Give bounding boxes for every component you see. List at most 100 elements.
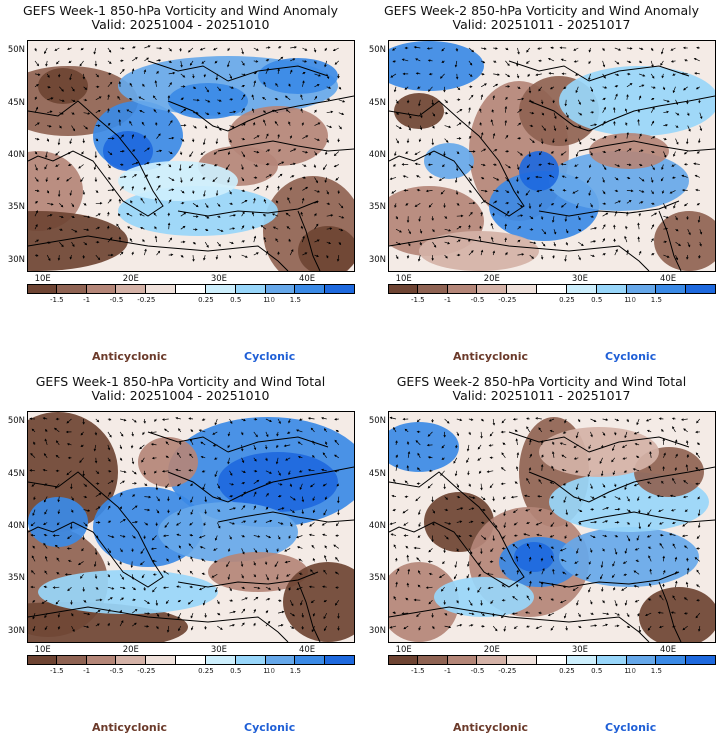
wind-arrow <box>156 509 160 514</box>
wind-arrow <box>140 226 145 230</box>
wind-arrow <box>95 124 101 128</box>
wind-arrow <box>32 612 36 620</box>
wind-arrow <box>192 98 200 102</box>
wind-arrow <box>107 81 113 88</box>
wind-arrow <box>139 110 145 114</box>
wind-arrow <box>144 45 151 49</box>
wind-arrow <box>395 228 402 233</box>
wind-arrow <box>661 164 664 170</box>
wind-arrow <box>403 189 409 192</box>
wind-arrow <box>227 574 231 580</box>
wind-arrow <box>493 177 500 181</box>
wind-arrow <box>550 151 555 154</box>
wind-arrow <box>456 108 463 113</box>
wind-arrow <box>661 480 664 484</box>
wind-arrow <box>535 175 542 179</box>
wind-arrow <box>289 186 292 191</box>
wind-arrow <box>214 457 218 460</box>
wind-arrow <box>406 554 409 562</box>
wind-arrow <box>455 47 459 52</box>
colorbar-tick-label: -0.5 <box>109 667 124 675</box>
wind-arrow <box>82 587 86 592</box>
wind-arrow <box>326 190 329 195</box>
legend-anticyclonic: Anticyclonic <box>92 350 168 363</box>
wind-arrow <box>466 444 470 452</box>
wind-arrow <box>503 509 506 517</box>
wind-arrow <box>564 138 568 143</box>
wind-arrow <box>120 59 124 62</box>
wind-arrow <box>274 561 279 568</box>
wind-arrow <box>167 613 170 617</box>
wind-arrow <box>107 520 112 523</box>
wind-arrow <box>43 522 48 525</box>
wind-arrow <box>503 626 506 632</box>
wind-arrow <box>517 137 522 140</box>
wind-arrow <box>443 203 446 209</box>
wind-arrow <box>500 482 506 486</box>
wind-arrow <box>30 585 36 589</box>
wind-arrow <box>431 99 435 106</box>
wind-arrow <box>696 151 700 154</box>
wind-arrow <box>143 134 146 139</box>
wind-arrow <box>228 254 232 259</box>
wind-arrow <box>673 151 676 157</box>
wind-arrow <box>64 573 72 576</box>
wind-arrow <box>662 555 666 562</box>
wind-arrow <box>180 73 186 78</box>
wind-arrow <box>417 584 421 588</box>
wind-arrow <box>80 444 84 448</box>
wind-arrow <box>200 455 206 459</box>
colorbar-tick-label: 0.25 <box>198 667 214 675</box>
wind-arrow <box>265 444 268 450</box>
wind-arrow <box>486 572 494 576</box>
wind-arrow <box>94 60 98 67</box>
wind-arrow <box>614 521 620 524</box>
wind-arrow <box>650 224 655 230</box>
wind-arrow <box>253 457 257 462</box>
map-plot-area <box>388 40 716 272</box>
wind-arrow <box>253 60 259 63</box>
wind-arrow <box>131 133 135 139</box>
wind-arrow <box>192 228 198 231</box>
wind-arrow <box>479 225 482 230</box>
wind-arrow <box>590 520 598 524</box>
wind-arrow <box>140 197 145 204</box>
wind-arrow <box>683 597 688 601</box>
wind-arrow <box>189 60 194 66</box>
wind-arrow <box>602 548 605 552</box>
wind-arrow <box>167 212 171 217</box>
wind-arrow <box>47 125 52 128</box>
wind-arrow <box>468 120 471 126</box>
wind-arrow <box>300 225 304 230</box>
wind-arrow <box>178 625 182 632</box>
colorbar-tick-label: -0.25 <box>137 296 156 304</box>
wind-arrow <box>565 522 568 528</box>
wind-arrow <box>647 625 652 631</box>
wind-arrow <box>217 111 221 115</box>
colorbar-tick-label: 1 <box>624 667 629 675</box>
y-tick-label: 30N <box>368 254 386 265</box>
wind-arrow <box>695 86 700 90</box>
wind-arrow <box>575 73 579 76</box>
x-tick-label: 10E <box>395 274 412 284</box>
wind-arrow <box>95 190 99 194</box>
wind-arrow <box>214 535 218 541</box>
wind-arrow <box>669 190 676 194</box>
wind-arrow <box>277 161 285 165</box>
colorbar-tick-label: 1.5 <box>289 667 301 675</box>
wind-arrow <box>71 228 78 233</box>
wind-arrow <box>535 625 542 629</box>
wind-arrow <box>614 93 618 100</box>
wind-arrow <box>71 215 75 218</box>
wind-arrow <box>326 138 329 144</box>
wind-arrow <box>287 197 291 204</box>
chart-panel-2: GEFS Week-2 850-hPa Vorticity and Wind A… <box>361 0 722 371</box>
wind-arrow <box>405 203 409 206</box>
wind-arrow <box>176 452 182 458</box>
wind-arrow <box>94 177 98 183</box>
wind-arrow <box>71 496 74 501</box>
wind-arrow <box>456 418 463 422</box>
wind-arrow <box>229 73 233 80</box>
wind-arrow <box>578 228 582 232</box>
wind-arrow <box>326 254 329 259</box>
